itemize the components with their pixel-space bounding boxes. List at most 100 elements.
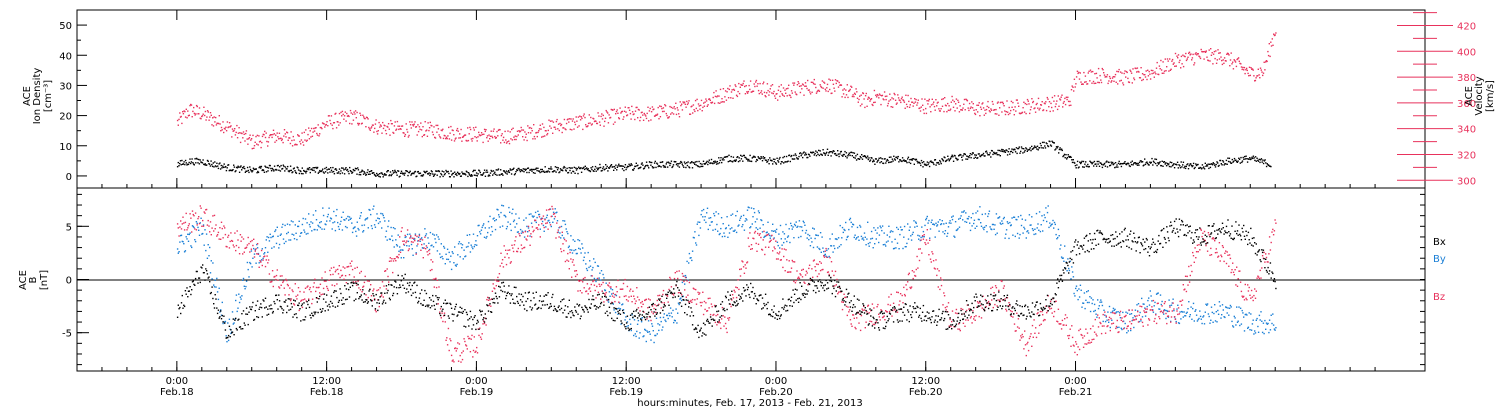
by-point (641, 317, 643, 319)
density-point (630, 163, 632, 165)
density-point (648, 167, 650, 169)
velocity-point (587, 125, 589, 127)
velocity-point (735, 94, 738, 96)
by-point (1272, 324, 1275, 326)
velocity-point (305, 140, 308, 142)
by-point (185, 236, 187, 238)
density-point (1109, 164, 1112, 166)
by-point (663, 313, 665, 315)
velocity-point (563, 118, 566, 121)
bz-point (626, 285, 629, 288)
density-point (993, 151, 995, 154)
by-point (988, 210, 991, 212)
bz-point (223, 225, 225, 227)
velocity-point (581, 117, 583, 120)
by-point (699, 221, 701, 223)
bz-point (549, 208, 551, 210)
by-point (566, 231, 568, 233)
density-point (985, 150, 988, 152)
by-point (800, 235, 802, 238)
velocity-point (764, 95, 766, 97)
density-point (379, 176, 381, 178)
velocity-point (419, 128, 421, 131)
density-point (909, 159, 911, 161)
bz-point (179, 226, 181, 228)
by-point (240, 298, 242, 300)
bz-point (406, 240, 408, 242)
bz-point (395, 256, 398, 258)
density-point (1037, 149, 1039, 151)
bz-point (565, 240, 567, 242)
by-point (761, 231, 764, 233)
by-point (912, 231, 914, 234)
by-point (344, 225, 347, 228)
density-point (616, 166, 619, 168)
bz-point (248, 242, 250, 245)
by-point (394, 228, 396, 230)
density-point (634, 165, 637, 168)
by-point (972, 212, 974, 215)
density-point (716, 160, 718, 163)
velocity-point (289, 137, 291, 139)
density-point (640, 166, 642, 168)
by-point (482, 224, 484, 227)
velocity-point (533, 124, 535, 126)
density-point (1147, 162, 1149, 165)
velocity-point (893, 92, 895, 95)
velocity-point (984, 109, 986, 111)
velocity-point (1127, 81, 1130, 83)
density-point (280, 164, 282, 167)
velocity-point (187, 110, 189, 112)
density-point (1121, 163, 1123, 165)
velocity-point (721, 98, 723, 100)
density-point (389, 174, 391, 176)
density-point (475, 172, 478, 174)
velocity-point (1026, 98, 1029, 101)
velocity-point (863, 98, 865, 100)
bz-point (621, 288, 623, 290)
velocity-point (190, 103, 192, 106)
velocity-point (277, 136, 279, 138)
by-point (358, 229, 360, 231)
velocity-point (720, 101, 722, 103)
density-point (933, 163, 935, 166)
bz-point (554, 215, 556, 218)
velocity-point (357, 124, 360, 126)
velocity-point (641, 111, 643, 113)
by-point (886, 234, 888, 236)
velocity-point (631, 111, 634, 113)
bz-point (296, 298, 298, 300)
density-point (370, 170, 372, 172)
velocity-point (1073, 78, 1076, 80)
by-point (1105, 316, 1107, 318)
density-point (1072, 159, 1074, 161)
velocity-point (1111, 80, 1113, 82)
by-point (946, 235, 948, 237)
density-point (799, 152, 801, 155)
velocity-point (1115, 81, 1117, 83)
velocity-point (300, 139, 303, 141)
by-point (1154, 301, 1156, 304)
by-point (993, 228, 995, 230)
bz-point (584, 276, 586, 279)
density-point (547, 170, 549, 172)
by-point (1048, 226, 1050, 229)
by-point (517, 231, 519, 233)
by-point (686, 260, 688, 263)
velocity-point (595, 120, 597, 122)
density-point (717, 162, 719, 165)
density-point (1238, 157, 1240, 159)
by-point (213, 286, 216, 288)
density-point (322, 168, 324, 170)
velocity-point (894, 93, 896, 96)
velocity-point (650, 119, 652, 121)
velocity-point (990, 108, 992, 110)
density-point (431, 171, 433, 173)
velocity-point (815, 86, 817, 89)
density-point (1209, 166, 1212, 169)
velocity-point (665, 112, 667, 115)
by-point (845, 221, 847, 224)
velocity-point (892, 98, 895, 100)
by-point (309, 226, 311, 228)
by-point (1024, 228, 1026, 230)
